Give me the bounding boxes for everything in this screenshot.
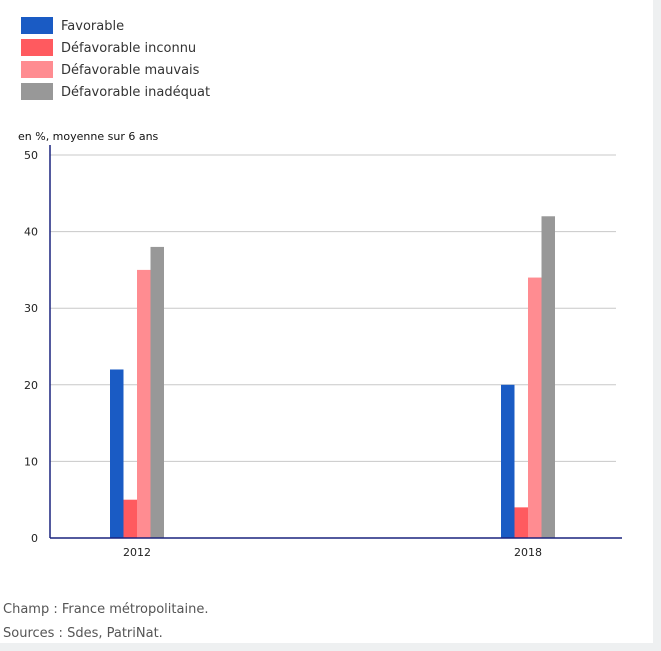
y-tick-label-20: 20: [24, 379, 38, 392]
legend-label-favorable: Favorable: [61, 19, 124, 34]
bar-defavorable-mauvais-2012: [137, 269, 151, 538]
legend-label-defavorable-inconnu: Défavorable inconnu: [61, 41, 196, 56]
sources-note: Sources : Sdes, PatriNat.: [3, 626, 163, 641]
bars: [110, 216, 555, 539]
bar-favorable-2018: [501, 384, 515, 538]
bar-defavorable-inconnu-2012: [123, 499, 137, 538]
x-tick-labels: 2012 2018: [123, 546, 542, 559]
bar-favorable-2012: [110, 369, 124, 538]
y-axis-unit-label: en %, moyenne sur 6 ans: [18, 130, 159, 143]
scope-note: Champ : France métropolitaine.: [3, 602, 209, 617]
legend-swatch-favorable: [21, 17, 53, 34]
x-tick-label-2012: 2012: [123, 546, 151, 559]
legend-swatch-defavorable-mauvais: [21, 61, 53, 78]
y-tick-labels: 0 10 20 30 40 50: [24, 149, 38, 545]
bar-defavorable-inadequat-2012: [150, 246, 164, 539]
bar-chart: Favorable Défavorable inconnu Défavorable …: [18, 17, 622, 559]
legend-swatch-defavorable-inadequat: [21, 83, 53, 100]
legend-swatch-defavorable-inconnu: [21, 39, 53, 56]
y-tick-label-10: 10: [24, 455, 38, 468]
bar-defavorable-inadequat-2018: [541, 216, 555, 538]
x-tick-label-2018: 2018: [514, 546, 542, 559]
bar-defavorable-mauvais-2018: [528, 277, 542, 538]
y-tick-label-50: 50: [24, 149, 38, 162]
y-tick-label-40: 40: [24, 226, 38, 239]
y-tick-label-30: 30: [24, 302, 38, 315]
chart-card: Favorable Défavorable inconnu Défavorable …: [0, 0, 653, 643]
legend: Favorable Défavorable inconnu Défavorable …: [21, 17, 210, 100]
bar-defavorable-inconnu-2018: [514, 507, 528, 538]
legend-label-defavorable-mauvais: Défavorable mauvais: [61, 63, 200, 78]
y-tick-label-0: 0: [31, 532, 38, 545]
legend-label-defavorable-inadequat: Défavorable inadéquat: [61, 85, 210, 100]
